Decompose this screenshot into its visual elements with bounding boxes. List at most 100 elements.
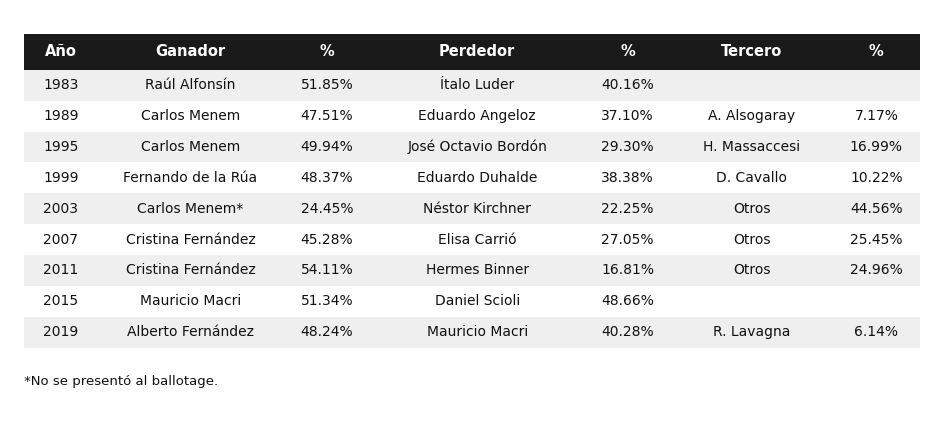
- Bar: [671, 224, 833, 255]
- Bar: [24, 70, 98, 100]
- Bar: [283, 100, 371, 131]
- Bar: [283, 286, 371, 317]
- Text: 2003: 2003: [43, 202, 78, 216]
- Text: 1999: 1999: [43, 171, 78, 185]
- Bar: [371, 34, 583, 70]
- Bar: [583, 255, 671, 286]
- Text: Raúl Alfonsín: Raúl Alfonsín: [145, 78, 236, 92]
- Text: Otros: Otros: [733, 202, 770, 216]
- Text: Otros: Otros: [733, 233, 770, 247]
- Text: 48.37%: 48.37%: [300, 171, 353, 185]
- Bar: [24, 131, 98, 162]
- Text: 37.10%: 37.10%: [601, 109, 654, 123]
- Bar: [583, 70, 671, 100]
- Text: 25.45%: 25.45%: [851, 233, 902, 247]
- Bar: [833, 100, 920, 131]
- Text: 1989: 1989: [43, 109, 78, 123]
- Bar: [671, 193, 833, 224]
- Text: Año: Año: [45, 45, 76, 59]
- Bar: [24, 100, 98, 131]
- Bar: [371, 255, 583, 286]
- Bar: [371, 131, 583, 162]
- Text: 54.11%: 54.11%: [300, 263, 353, 277]
- Bar: [24, 255, 98, 286]
- Text: 2011: 2011: [43, 263, 78, 277]
- Bar: [24, 34, 98, 70]
- Bar: [671, 70, 833, 100]
- Text: Fernando de la Rúa: Fernando de la Rúa: [124, 171, 258, 185]
- Bar: [283, 162, 371, 193]
- Bar: [583, 224, 671, 255]
- Text: A. Alsogaray: A. Alsogaray: [708, 109, 796, 123]
- Bar: [371, 70, 583, 100]
- Text: 16.81%: 16.81%: [601, 263, 654, 277]
- Text: 51.34%: 51.34%: [300, 294, 353, 308]
- Text: 2019: 2019: [43, 325, 78, 339]
- Bar: [583, 131, 671, 162]
- Bar: [671, 286, 833, 317]
- Text: Perdedor: Perdedor: [439, 45, 515, 59]
- Bar: [833, 317, 920, 348]
- Bar: [671, 34, 833, 70]
- Text: 2015: 2015: [43, 294, 78, 308]
- Bar: [283, 224, 371, 255]
- Bar: [833, 224, 920, 255]
- Text: Hermes Binner: Hermes Binner: [426, 263, 529, 277]
- Text: Eduardo Duhalde: Eduardo Duhalde: [417, 171, 537, 185]
- Text: Eduardo Angeloz: Eduardo Angeloz: [418, 109, 536, 123]
- Bar: [833, 70, 920, 100]
- Bar: [283, 255, 371, 286]
- Text: 10.22%: 10.22%: [850, 171, 902, 185]
- Bar: [583, 317, 671, 348]
- Bar: [371, 317, 583, 348]
- Bar: [371, 193, 583, 224]
- Text: 24.96%: 24.96%: [850, 263, 902, 277]
- Text: 51.85%: 51.85%: [300, 78, 353, 92]
- Text: 45.28%: 45.28%: [300, 233, 353, 247]
- Text: 38.38%: 38.38%: [601, 171, 654, 185]
- Text: 40.16%: 40.16%: [601, 78, 654, 92]
- Text: 48.24%: 48.24%: [300, 325, 353, 339]
- Bar: [98, 162, 283, 193]
- Text: R. Lavagna: R. Lavagna: [714, 325, 791, 339]
- Text: %: %: [869, 45, 884, 59]
- Bar: [833, 162, 920, 193]
- Text: 24.45%: 24.45%: [300, 202, 353, 216]
- Text: D. Cavallo: D. Cavallo: [716, 171, 787, 185]
- Bar: [98, 34, 283, 70]
- Text: 29.30%: 29.30%: [601, 140, 654, 154]
- Bar: [98, 193, 283, 224]
- Bar: [583, 193, 671, 224]
- Bar: [583, 100, 671, 131]
- Text: Ganador: Ganador: [156, 45, 226, 59]
- Bar: [98, 255, 283, 286]
- Text: Elisa Carrió: Elisa Carrió: [438, 233, 516, 247]
- Bar: [283, 34, 371, 70]
- Text: Carlos Menem: Carlos Menem: [141, 109, 240, 123]
- Bar: [283, 317, 371, 348]
- Bar: [24, 193, 98, 224]
- Text: Cristina Fernández: Cristina Fernández: [126, 263, 256, 277]
- Text: 16.99%: 16.99%: [850, 140, 902, 154]
- Bar: [371, 100, 583, 131]
- Text: 40.28%: 40.28%: [601, 325, 654, 339]
- Text: %: %: [319, 45, 334, 59]
- Bar: [24, 286, 98, 317]
- Bar: [671, 255, 833, 286]
- Bar: [98, 224, 283, 255]
- Bar: [671, 100, 833, 131]
- Text: 1983: 1983: [43, 78, 78, 92]
- Bar: [833, 34, 920, 70]
- Text: Mauricio Macri: Mauricio Macri: [140, 294, 241, 308]
- Bar: [833, 193, 920, 224]
- Text: 22.25%: 22.25%: [601, 202, 654, 216]
- Text: Ítalo Luder: Ítalo Luder: [440, 78, 514, 92]
- Text: Cristina Fernández: Cristina Fernández: [126, 233, 256, 247]
- Text: Néstor Kirchner: Néstor Kirchner: [423, 202, 531, 216]
- Text: *No se presentó al ballotage.: *No se presentó al ballotage.: [24, 375, 218, 388]
- Bar: [283, 193, 371, 224]
- Bar: [24, 317, 98, 348]
- Bar: [98, 70, 283, 100]
- Text: Carlos Menem*: Carlos Menem*: [138, 202, 244, 216]
- Text: 44.56%: 44.56%: [850, 202, 902, 216]
